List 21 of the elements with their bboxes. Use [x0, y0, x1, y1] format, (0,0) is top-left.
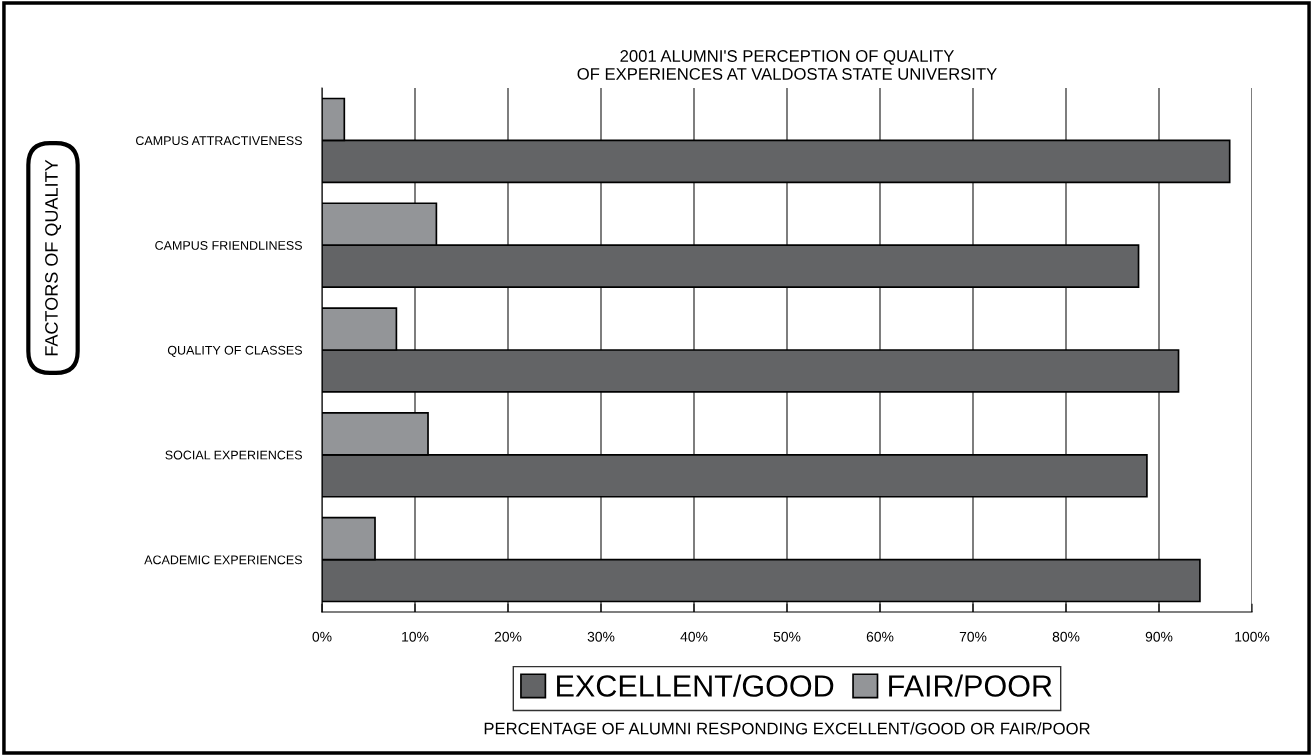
x-tick-label: 70%: [959, 631, 987, 642]
chart-title: 2001 ALUMNI'S PERCEPTION OF QUALITY OF EXPERIENCES AT VALDOSTA STATE UNIVERSITY: [577, 50, 997, 80]
y-tick-label: SOCIAL EXPERIENCES: [165, 450, 302, 460]
y-tick-label: CAMPUS FRIENDLINESS: [155, 241, 302, 250]
text: PERCENTAGE OF ALUMNI RESPONDING EXCELLENT/GOOD OR FAIR/POOR: [484, 722, 1090, 735]
legend-label: FAIR/POOR: [889, 674, 1052, 697]
legend-label: EXCELLENT/GOOD: [557, 674, 834, 697]
y-tick-label: CAMPUS ATTRACTIVENESS: [136, 136, 302, 146]
x-tick-label: 20%: [494, 631, 522, 642]
y-tick-label: ACADEMIC EXPERIENCES: [144, 555, 302, 565]
x-tick-label: 80%: [1052, 631, 1080, 642]
y-axis-title: FACTORS OF QUALITY: [45, 159, 62, 356]
x-tick-label: 30%: [587, 631, 615, 642]
x-tick-label: 40%: [680, 631, 708, 642]
x-tick-label: 10%: [402, 631, 429, 642]
x-tick-label: 50%: [773, 631, 801, 642]
x-tick-label: 60%: [866, 631, 894, 642]
x-tick-label: 90%: [1145, 631, 1173, 642]
x-tick-label: 0%: [312, 631, 332, 642]
y-tick-label: QUALITY OF CLASSES: [167, 345, 302, 357]
x-tick-label: 100%: [1235, 631, 1270, 642]
